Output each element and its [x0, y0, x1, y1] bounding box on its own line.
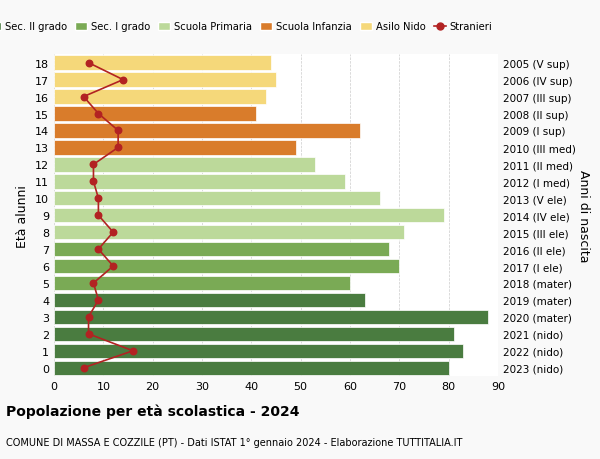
Point — [94, 297, 103, 304]
Bar — [54, 242, 389, 257]
Bar — [54, 293, 365, 308]
Point — [79, 94, 88, 101]
Point — [89, 178, 98, 185]
Point — [113, 128, 123, 135]
Text: COMUNE DI MASSA E COZZILE (PT) - Dati ISTAT 1° gennaio 2024 - Elaborazione TUTTI: COMUNE DI MASSA E COZZILE (PT) - Dati IS… — [6, 437, 463, 448]
Point — [84, 313, 94, 321]
Bar — [54, 141, 296, 155]
Bar — [54, 90, 266, 105]
Point — [94, 246, 103, 253]
Bar — [54, 225, 404, 240]
Point — [113, 145, 123, 152]
Bar — [54, 208, 444, 223]
Point — [84, 60, 94, 67]
Point — [94, 212, 103, 219]
Legend: Sec. II grado, Sec. I grado, Scuola Primaria, Scuola Infanzia, Asilo Nido, Stran: Sec. II grado, Sec. I grado, Scuola Prim… — [0, 18, 496, 36]
Bar — [54, 344, 463, 358]
Point — [118, 77, 128, 84]
Point — [84, 330, 94, 338]
Bar — [54, 361, 449, 375]
Point — [94, 195, 103, 202]
Bar — [54, 124, 360, 138]
Bar — [54, 276, 350, 291]
Bar — [54, 192, 380, 206]
Point — [79, 364, 88, 372]
Bar — [54, 56, 271, 71]
Bar — [54, 310, 488, 325]
Point — [94, 111, 103, 118]
Point — [109, 229, 118, 236]
Bar — [54, 158, 316, 172]
Y-axis label: Anni di nascita: Anni di nascita — [577, 169, 590, 262]
Bar — [54, 327, 454, 341]
Text: Popolazione per età scolastica - 2024: Popolazione per età scolastica - 2024 — [6, 403, 299, 418]
Bar — [54, 107, 256, 122]
Point — [89, 161, 98, 168]
Point — [128, 347, 138, 355]
Bar — [54, 175, 345, 189]
Bar — [54, 73, 276, 88]
Point — [89, 280, 98, 287]
Point — [109, 263, 118, 270]
Y-axis label: Età alunni: Età alunni — [16, 185, 29, 247]
Bar — [54, 259, 400, 274]
